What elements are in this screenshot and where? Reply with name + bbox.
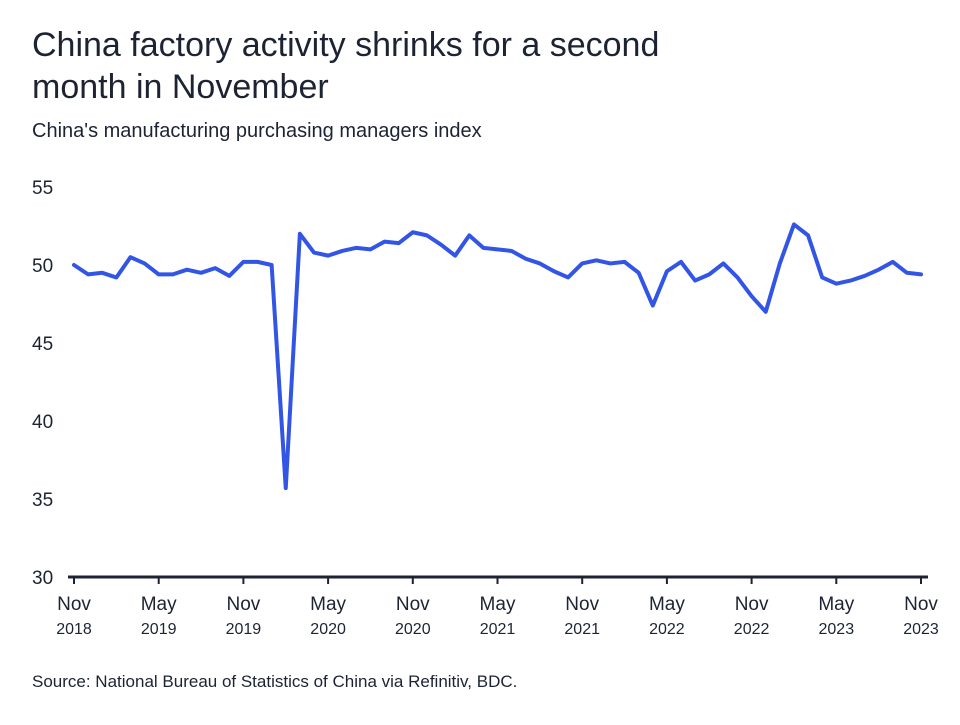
x-tick-year: 2022 <box>649 621 685 638</box>
x-tick-year: 2020 <box>395 621 431 638</box>
y-tick-label: 40 <box>32 412 53 433</box>
y-tick-label: 50 <box>32 256 53 277</box>
x-tick-year: 2022 <box>734 621 770 638</box>
y-tick-label: 55 <box>32 178 53 199</box>
y-tick-label: 45 <box>32 334 53 355</box>
x-tick-year: 2021 <box>480 621 516 638</box>
x-tick-month: May <box>310 594 346 615</box>
x-tick-year: 2023 <box>903 621 939 638</box>
x-tick-year: 2019 <box>226 621 262 638</box>
x-tick-month: Nov <box>735 594 769 615</box>
x-tick-month: Nov <box>565 594 599 615</box>
x-tick-year: 2018 <box>56 621 92 638</box>
x-tick-month: May <box>818 594 854 615</box>
x-tick-month: May <box>141 594 177 615</box>
x-tick-month: Nov <box>396 594 430 615</box>
x-tick-month: Nov <box>227 594 261 615</box>
series-group <box>72 222 923 491</box>
x-tick-year: 2020 <box>310 621 346 638</box>
x-axis: Nov 2018 May 2019 Nov 2019 May 2020 Nov 2020 May 20… <box>56 575 939 638</box>
x-tick-month: May <box>480 594 516 615</box>
pmi-series-line <box>72 222 923 491</box>
x-tick-year: 2023 <box>819 621 855 638</box>
x-tick-year: 2021 <box>564 621 600 638</box>
x-tick-month: Nov <box>904 594 938 615</box>
y-tick-label: 35 <box>32 490 53 511</box>
x-tick-month: Nov <box>57 594 91 615</box>
x-tick-month: May <box>649 594 685 615</box>
y-axis: 30 35 40 45 50 55 <box>32 178 53 589</box>
x-tick-year: 2019 <box>141 621 177 638</box>
chart-subtitle: China's manufacturing purchasing manager… <box>32 120 482 142</box>
y-tick-label: 30 <box>32 568 53 589</box>
source-note: Source: National Bureau of Statistics of… <box>32 672 518 691</box>
chart-title: China factory activity shrinks for a sec… <box>32 26 660 106</box>
